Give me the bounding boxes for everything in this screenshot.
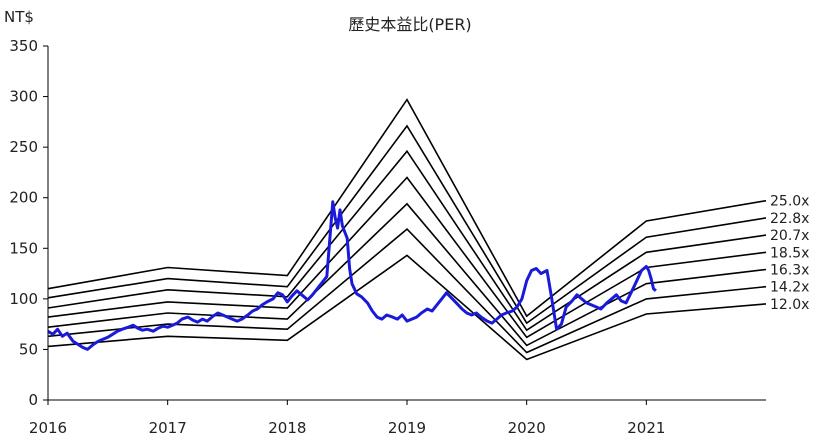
chart-title: 歷史本益比(PER) bbox=[348, 15, 471, 34]
per-band-label: 14.2x bbox=[770, 280, 809, 296]
y-tick-label: 50 bbox=[19, 340, 38, 358]
x-tick-label: 2017 bbox=[149, 419, 187, 437]
y-axis-ticks: 0 50 100 150 200 250 300 350 bbox=[9, 37, 48, 409]
y-axis-unit-label: NT$ bbox=[4, 8, 34, 26]
per-band-label: 20.7x bbox=[770, 228, 809, 244]
per-band-label: 25.0x bbox=[770, 194, 809, 210]
per-band-label: 22.8x bbox=[770, 211, 809, 227]
y-tick-label: 250 bbox=[9, 138, 38, 156]
per-band-line bbox=[47, 149, 767, 332]
y-tick-label: 150 bbox=[9, 239, 38, 257]
x-tick-label: 2018 bbox=[268, 419, 306, 437]
y-tick-label: 350 bbox=[9, 37, 38, 55]
per-band-label: 12.0x bbox=[770, 297, 809, 313]
per-band-line bbox=[47, 228, 767, 354]
y-tick-label: 200 bbox=[9, 189, 38, 207]
y-tick-label: 300 bbox=[9, 88, 38, 106]
x-axis-ticks: 2016 2017 2018 2019 2020 2021 bbox=[29, 400, 665, 437]
y-tick-label: 0 bbox=[28, 391, 38, 409]
per-band-line bbox=[47, 202, 767, 347]
per-bands bbox=[47, 98, 767, 361]
per-band-label: 16.3x bbox=[770, 263, 809, 279]
x-tick-label: 2019 bbox=[388, 419, 426, 437]
x-tick-label: 2016 bbox=[29, 419, 67, 437]
per-band-label: 18.5x bbox=[770, 245, 809, 261]
per-band-line bbox=[47, 124, 767, 325]
x-tick-label: 2020 bbox=[508, 419, 546, 437]
price-line bbox=[47, 200, 657, 351]
x-tick-label: 2021 bbox=[627, 419, 665, 437]
y-tick-label: 100 bbox=[9, 290, 38, 308]
price-series bbox=[47, 200, 657, 351]
per-band-line bbox=[47, 254, 767, 361]
per-band-line bbox=[47, 98, 767, 318]
